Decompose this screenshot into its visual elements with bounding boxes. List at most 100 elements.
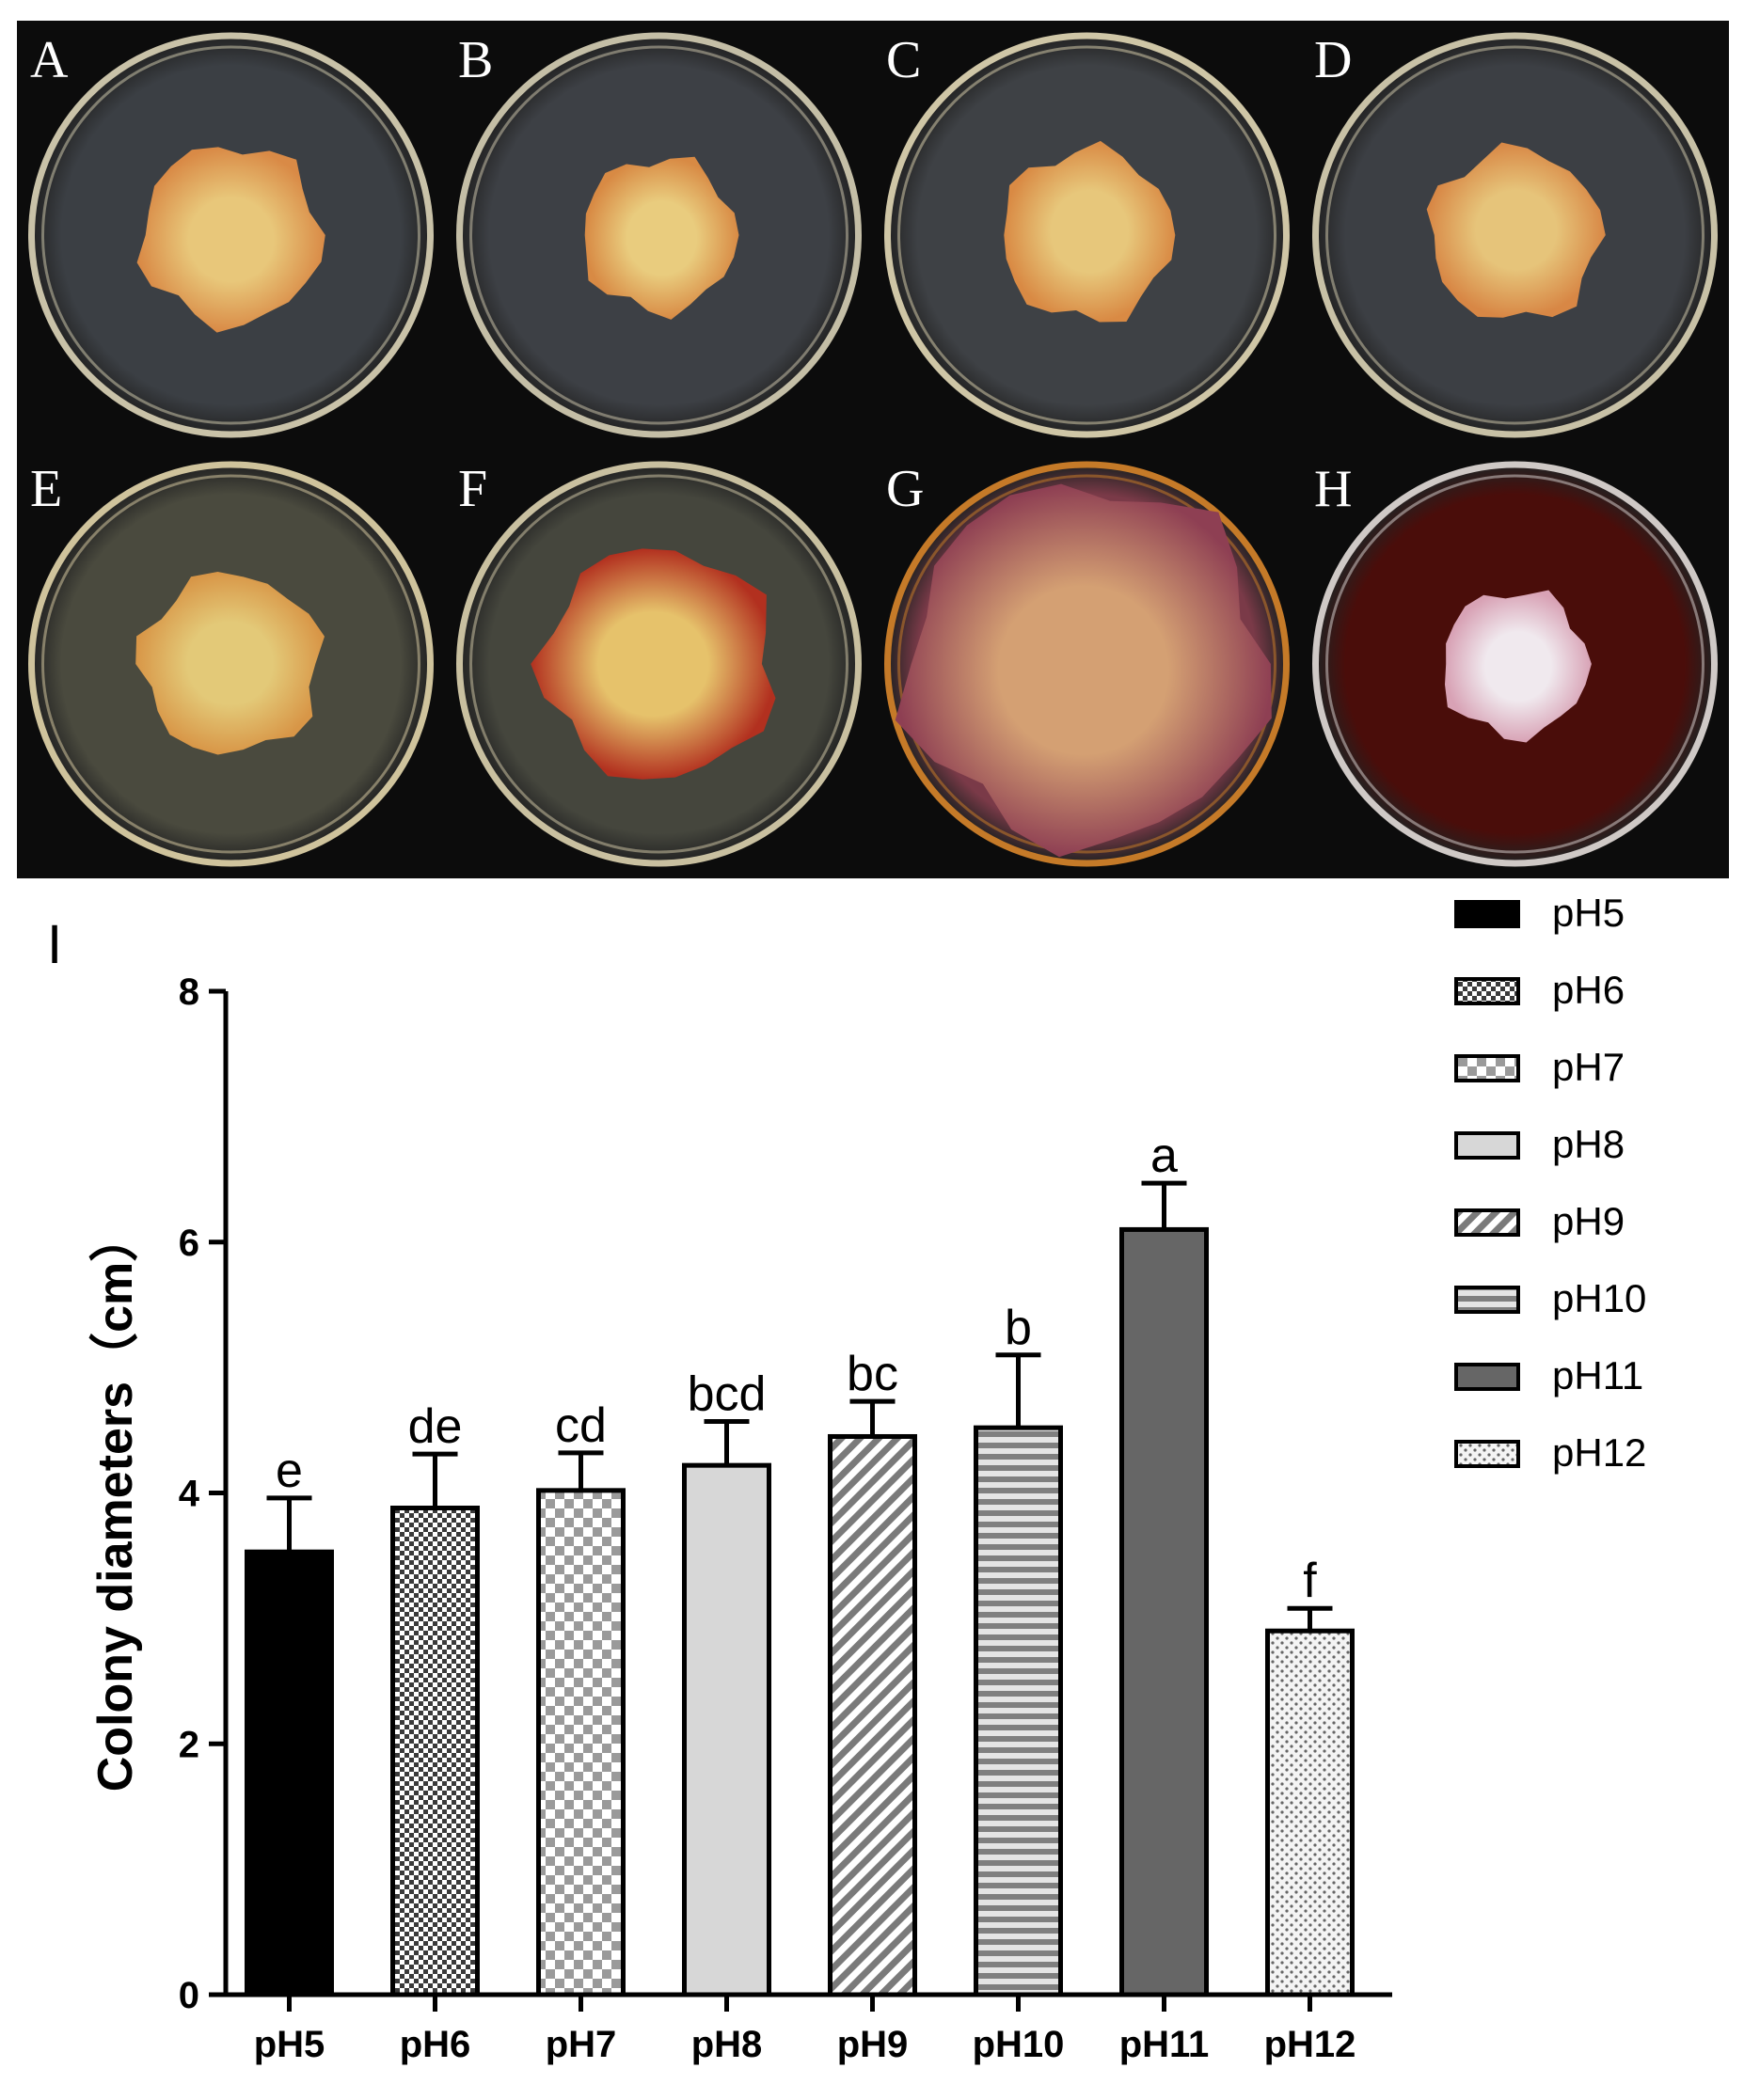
bar-ph5	[245, 1549, 334, 1997]
legend-label: pH8	[1552, 1122, 1625, 1166]
legend-item-ph7: pH7	[1454, 1045, 1625, 1089]
legend-item-ph6: pH6	[1454, 968, 1625, 1012]
bar-group-ph12: f pH12	[1264, 1554, 1356, 2065]
panel-letter-label: D	[1314, 31, 1353, 89]
petri-dish-image	[884, 461, 1290, 867]
petri-dish-image	[1312, 32, 1718, 438]
x-tick-label: pH10	[973, 2024, 1065, 2065]
bar-group-ph8: bcd pH8	[682, 1366, 771, 2065]
petri-panel-e: E	[17, 450, 445, 878]
significance-label: e	[276, 1444, 303, 1498]
petri-panel-g: G	[873, 450, 1301, 878]
legend-label: pH6	[1552, 968, 1625, 1012]
significance-label: bcd	[688, 1366, 767, 1421]
y-tick-label: 8	[179, 971, 199, 1013]
x-tick-label: pH8	[691, 2024, 763, 2065]
bar-ph7	[536, 1488, 626, 1997]
legend-swatch	[1454, 1286, 1520, 1314]
panel-letter-label: H	[1314, 460, 1353, 518]
petri-panel-d: D	[1301, 21, 1729, 450]
fungal-colony	[584, 156, 739, 320]
bar-ph12	[1265, 1628, 1355, 1997]
bar-ph6	[390, 1506, 480, 1997]
x-tick-label: pH5	[254, 2024, 325, 2065]
petri-panel-a: A	[17, 21, 445, 450]
legend-swatch	[1454, 1208, 1520, 1237]
y-tick-label: 6	[179, 1223, 199, 1264]
legend-item-ph12: pH12	[1454, 1430, 1646, 1475]
petri-panel-f: F	[445, 450, 873, 878]
bar-group-ph9: bc pH9	[828, 1347, 917, 2065]
panel-letter-label: B	[458, 31, 494, 89]
bar-chart: I 0 2 4 6 8 e pH5 de pH6 cd pH7 bcd pH8 bc pH9 b pH10 a p…	[0, 878, 1744, 2095]
petri-photo-grid: A B C D E F G H	[17, 21, 1729, 878]
fungal-colony	[1426, 142, 1606, 318]
fungal-colony	[136, 147, 325, 333]
significance-label: b	[1005, 1301, 1032, 1355]
legend-item-ph10: pH10	[1454, 1276, 1646, 1320]
significance-label: cd	[555, 1398, 607, 1453]
legend-item-ph8: pH8	[1454, 1122, 1625, 1166]
legend-label: pH9	[1552, 1199, 1625, 1243]
petri-panel-c: C	[873, 21, 1301, 450]
y-tick-label: 4	[179, 1474, 200, 1515]
x-tick-label: pH6	[400, 2024, 471, 2065]
legend-label: pH12	[1552, 1430, 1646, 1475]
significance-label: a	[1150, 1129, 1178, 1183]
legend-item-ph5: pH5	[1454, 891, 1625, 935]
legend-label: pH5	[1552, 891, 1625, 935]
chart-bars: e pH5 de pH6 cd pH7 bcd pH8 bc pH9 b pH10 a pH11 f pH12	[245, 1129, 1356, 2065]
panel-letter-label: A	[30, 31, 69, 89]
legend-swatch	[1454, 900, 1520, 928]
legend-swatch	[1454, 977, 1520, 1005]
y-tick-label: 2	[179, 1724, 199, 1765]
bar-ph9	[828, 1433, 917, 1997]
panel-letter-label: F	[458, 460, 488, 518]
legend-item-ph9: pH9	[1454, 1199, 1625, 1243]
petri-dish-image	[28, 461, 434, 867]
significance-label: bc	[847, 1347, 898, 1401]
chart-legend: pH5 pH6 pH7 pH8 pH9 pH10 pH11 pH12	[1454, 891, 1646, 1475]
x-tick-label: pH9	[837, 2024, 909, 2065]
legend-swatch	[1454, 1054, 1520, 1082]
bar-group-ph5: e pH5	[245, 1444, 334, 2065]
legend-swatch	[1454, 1363, 1520, 1391]
fungal-colony	[895, 483, 1272, 858]
bar-ph8	[682, 1462, 771, 1997]
bar-group-ph11: a pH11	[1119, 1129, 1210, 2065]
x-tick-label: pH11	[1119, 2024, 1210, 2065]
legend-label: pH7	[1552, 1045, 1625, 1089]
x-tick-label: pH7	[546, 2024, 617, 2065]
significance-label: f	[1303, 1554, 1317, 1608]
bar-group-ph6: de pH6	[390, 1399, 480, 2065]
bar-ph10	[974, 1425, 1063, 1997]
bar-ph11	[1119, 1226, 1209, 1997]
panel-letter-label: C	[886, 31, 922, 89]
fungal-colony	[1445, 590, 1592, 743]
bar-group-ph7: cd pH7	[536, 1398, 626, 2065]
legend-label: pH11	[1552, 1353, 1643, 1397]
chart-panel-label: I	[47, 914, 62, 975]
petri-dish-image	[456, 461, 862, 867]
petri-panel-b: B	[445, 21, 873, 450]
fungal-colony	[1004, 140, 1176, 323]
panel-letter-label: G	[886, 460, 925, 518]
legend-swatch	[1454, 1440, 1520, 1468]
chart-axes: 0 2 4 6 8	[179, 971, 1392, 2016]
x-tick-label: pH12	[1264, 2024, 1356, 2065]
petri-dish-image	[884, 32, 1290, 438]
panel-letter-label: E	[30, 460, 63, 518]
significance-label: de	[408, 1399, 463, 1454]
bar-group-ph10: b pH10	[973, 1301, 1065, 2065]
fungal-colony	[135, 572, 325, 755]
petri-dish-image	[456, 32, 862, 438]
y-axis-label: Colony diameters（cm）	[88, 1213, 143, 1792]
legend-label: pH10	[1552, 1276, 1646, 1320]
legend-swatch	[1454, 1131, 1520, 1160]
petri-dish-image	[1312, 461, 1718, 867]
legend-item-ph11: pH11	[1454, 1353, 1643, 1397]
petri-panel-h: H	[1301, 450, 1729, 878]
fungal-colony	[531, 548, 776, 780]
petri-dish-image	[28, 32, 434, 438]
chart-svg: I 0 2 4 6 8 e pH5 de pH6 cd pH7 bcd pH8 bc pH9 b pH10 a p…	[47, 891, 1646, 2065]
